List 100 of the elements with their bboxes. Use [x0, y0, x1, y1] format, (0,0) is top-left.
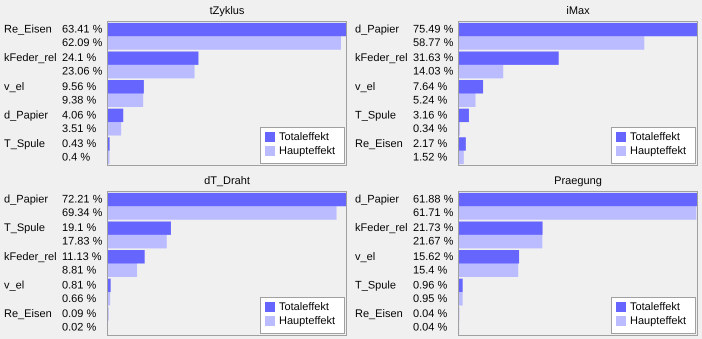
data-label: 0.43 % [62, 138, 96, 150]
y-tick-label: Re_Eisen [4, 24, 52, 36]
bar [459, 221, 543, 235]
data-label: 1.52 % [413, 151, 448, 164]
data-label: 0.95 % [413, 292, 448, 305]
data-label: 15.4 % [413, 264, 448, 276]
y-tick-label: v_el [4, 279, 24, 292]
legend-label: Totaleffekt [630, 301, 680, 314]
y-tick-label: v_el [355, 250, 376, 263]
bar [459, 150, 464, 164]
chart-title: tZyklus [210, 5, 245, 18]
bar [108, 64, 195, 78]
y-tick-label: Re_Eisen [4, 308, 52, 320]
legend-label: Haupteffekt [630, 315, 686, 328]
chart-title: dT_Draht [204, 175, 250, 188]
y-tick-label: v_el [4, 80, 24, 93]
y-tick-label: d_Papier [4, 109, 48, 122]
bar [108, 80, 144, 94]
bar [108, 192, 346, 206]
bar [108, 250, 145, 264]
bar [108, 221, 171, 235]
bar [459, 51, 559, 65]
data-label: 0.04 % [413, 308, 448, 320]
legend-label: Haupteffekt [279, 145, 336, 158]
chart-title: iMax [566, 5, 590, 18]
bar [108, 278, 111, 292]
data-label: 75.49 % [413, 24, 454, 36]
data-label: 2.17 % [413, 138, 448, 150]
legend-label: Totaleffekt [279, 131, 329, 144]
data-label: 17.83 % [62, 236, 103, 248]
chart-title: Praegung [554, 175, 602, 188]
data-label: 61.88 % [413, 194, 454, 206]
data-label: 7.64 % [413, 80, 448, 93]
data-label: 72.21 % [62, 194, 103, 206]
data-label: 0.81 % [62, 279, 96, 292]
y-tick-label: Re_Eisen [355, 138, 403, 150]
data-label: 58.77 % [413, 37, 454, 50]
data-label: 19.1 % [62, 222, 96, 234]
data-label: 9.38 % [62, 94, 96, 106]
y-tick-label: Re_Eisen [355, 308, 403, 320]
y-tick-label: d_Papier [355, 24, 400, 36]
data-label: 4.06 % [62, 109, 96, 122]
bar [108, 108, 124, 122]
legend-label: Haupteffekt [279, 315, 336, 328]
data-label: 21.73 % [413, 222, 454, 234]
bar [459, 278, 463, 292]
bar [459, 292, 463, 306]
data-label: 62.09 % [62, 37, 103, 50]
legend-label: Totaleffekt [279, 301, 329, 314]
bar [459, 64, 504, 78]
data-label: 0.34 % [413, 122, 448, 135]
data-label: 0.96 % [413, 279, 448, 292]
data-label: 15.62 % [413, 250, 454, 263]
data-label: 3.51 % [62, 122, 96, 135]
bar [459, 234, 542, 248]
bar [459, 264, 518, 277]
data-label: 31.63 % [413, 52, 454, 64]
data-label: 0.66 % [62, 292, 96, 305]
data-label: 14.03 % [413, 66, 454, 78]
bar [108, 264, 138, 277]
bar [459, 250, 520, 264]
y-tick-label: T_Spule [4, 138, 45, 150]
data-label: 0.04 % [413, 321, 448, 334]
y-tick-label: T_Spule [4, 222, 45, 234]
bar [459, 108, 469, 122]
bar [459, 22, 697, 36]
bar [459, 192, 697, 206]
legend-label: Haupteffekt [630, 145, 686, 158]
data-label: 5.24 % [413, 94, 448, 106]
bar [108, 22, 346, 36]
bar [108, 122, 122, 136]
bar [108, 234, 167, 248]
y-tick-label: T_Spule [355, 109, 396, 122]
y-tick-label: kFeder_rel [355, 52, 408, 64]
bar [459, 80, 484, 94]
data-label: 24.1 % [62, 52, 96, 64]
y-tick-label: d_Papier [355, 194, 400, 206]
data-label: 63.41 % [62, 24, 103, 36]
data-label: 23.06 % [62, 66, 103, 78]
bar [459, 36, 644, 50]
data-label: 0.4 % [62, 151, 90, 164]
data-label: 21.67 % [413, 236, 454, 248]
data-label: 9.56 % [62, 80, 96, 93]
bar [459, 206, 696, 220]
data-label: 61.71 % [413, 207, 454, 220]
bar [459, 137, 466, 151]
y-tick-label: v_el [355, 80, 376, 93]
data-label: 0.02 % [62, 321, 96, 334]
y-tick-label: kFeder_rel [4, 52, 57, 64]
data-label: 11.13 % [62, 250, 102, 263]
bar [108, 51, 198, 65]
y-tick-label: d_Papier [4, 194, 48, 206]
bar [108, 36, 342, 50]
y-tick-label: kFeder_rel [4, 250, 57, 263]
bar [108, 206, 337, 220]
y-tick-label: kFeder_rel [355, 222, 408, 234]
legend-label: Totaleffekt [630, 131, 680, 144]
data-label: 69.34 % [62, 207, 103, 220]
data-label: 0.09 % [62, 308, 96, 320]
bar [459, 94, 476, 107]
